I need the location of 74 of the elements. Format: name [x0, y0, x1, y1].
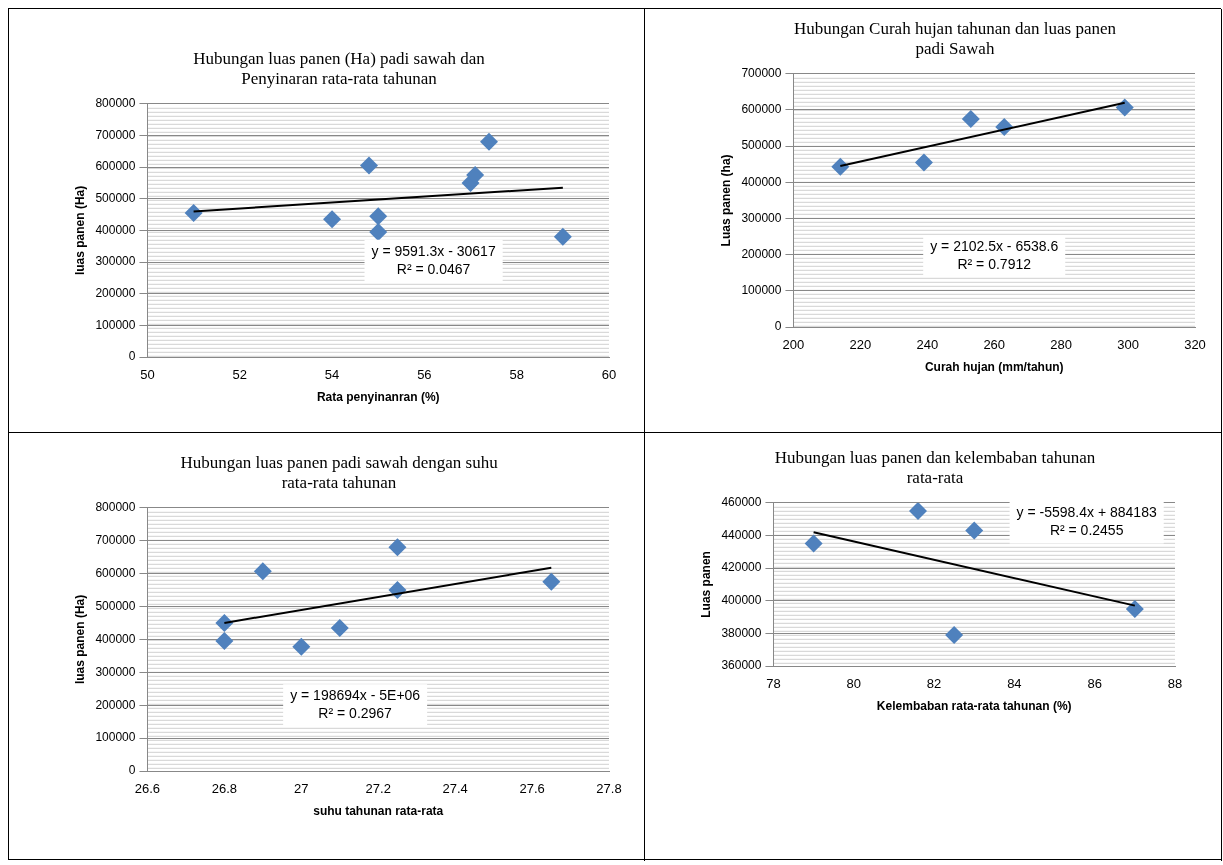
x-axis-title: Rata penyinanran (%): [316, 390, 440, 405]
y-tick-label: 800000: [95, 500, 136, 515]
annotation: y = -5598.4x + 884183 R² = 0.2455: [1016, 504, 1157, 539]
x-tick-label: 200: [782, 337, 805, 353]
y-tick-label: 200000: [741, 246, 782, 261]
y-tick-label: 600000: [95, 565, 136, 580]
y-tick-label: 400000: [95, 631, 136, 646]
x-tick-label: 88: [1167, 676, 1183, 692]
x-tick-label: 27.4: [442, 781, 468, 797]
x-tick-label: 54: [324, 367, 340, 383]
y-tick-label: 200000: [95, 697, 136, 712]
x-tick-label: 56: [417, 367, 432, 383]
chart-title: Hubungan luas panen padi sawah dengan suhu rata-rata tahunan: [180, 452, 499, 493]
annotation: y = 198694x - 5E+06 R² = 0.2967: [290, 687, 421, 722]
y-tick-label: 0: [774, 319, 782, 334]
y-tick-label: 300000: [95, 254, 136, 269]
x-tick-label: 78: [766, 676, 781, 692]
y-tick-label: 100000: [95, 317, 136, 332]
x-tick-label: 260: [983, 337, 1006, 353]
x-tick-label: 60: [601, 367, 617, 383]
chart-title: Hubungan luas panen (Ha) padi sawah dan Penyinaran rata-rata tahunan: [193, 48, 486, 89]
y-tick-label: 700000: [95, 533, 136, 548]
y-tick-label: 100000: [741, 283, 782, 298]
y-tick-label: 400000: [741, 174, 782, 189]
y-tick-label: 500000: [95, 191, 136, 206]
annotation: y = 2102.5x - 6538.6 R² = 0.7912: [930, 237, 1059, 272]
y-tick-label: 600000: [95, 159, 136, 174]
x-tick-label: 240: [916, 337, 939, 353]
x-tick-label: 86: [1087, 676, 1102, 692]
x-axis-title: Kelembaban rata-rata tahunan (%): [876, 699, 1072, 714]
x-tick-label: 320: [1184, 337, 1206, 353]
y-tick-label: 400000: [721, 593, 762, 608]
y-axis-title: Luas panen: [698, 551, 713, 618]
y-tick-label: 500000: [95, 598, 136, 613]
y-axis-title: Luas panen (ha): [718, 154, 733, 247]
y-tick-label: 300000: [95, 664, 136, 679]
x-tick-label: 58: [509, 367, 524, 383]
x-tick-label: 84: [1007, 676, 1022, 692]
x-tick-label: 52: [232, 367, 247, 383]
y-tick-label: 800000: [95, 96, 136, 111]
x-tick-label: 300: [1117, 337, 1139, 353]
x-tick-label: 82: [926, 676, 942, 692]
y-tick-label: 440000: [721, 527, 762, 542]
x-axis-title: suhu tahunan rata-rata: [313, 804, 444, 819]
x-tick-label: 280: [1050, 337, 1072, 353]
y-axis-title: luas panen (Ha): [72, 185, 87, 276]
x-tick-label: 27.6: [519, 781, 545, 797]
x-tick-label: 27.8: [596, 781, 622, 797]
x-tick-label: 80: [846, 676, 861, 692]
x-tick-label: 220: [849, 337, 872, 353]
x-axis-title: Curah hujan (mm/tahun): [924, 360, 1064, 375]
y-tick-label: 460000: [721, 495, 762, 510]
y-tick-label: 300000: [741, 210, 782, 225]
y-tick-label: 500000: [741, 138, 782, 153]
y-axis-title: luas panen (Ha): [72, 594, 87, 685]
y-tick-label: 600000: [741, 102, 782, 117]
x-tick-label: 26.8: [211, 781, 238, 797]
x-tick-label: 26.6: [134, 781, 161, 797]
y-tick-label: 360000: [721, 658, 762, 673]
chart-title: Hubungan luas panen dan kelembaban tahunan rata-rata: [774, 447, 1096, 488]
y-tick-label: 0: [128, 349, 136, 364]
y-tick-label: 400000: [95, 222, 136, 237]
x-tick-label: 27.2: [365, 781, 391, 797]
y-tick-label: 700000: [741, 66, 782, 81]
annotation: y = 9591.3x - 30617 R² = 0.0467: [371, 242, 496, 277]
chart-title: Hubungan Curah hujan tahunan dan luas panen padi Sawah: [794, 18, 1117, 59]
y-tick-label: 100000: [95, 730, 136, 745]
y-tick-label: 700000: [95, 127, 136, 142]
y-tick-label: 380000: [721, 625, 762, 640]
y-tick-label: 420000: [721, 560, 762, 575]
x-tick-label: 27: [294, 781, 309, 797]
x-tick-label: 50: [140, 367, 155, 383]
y-tick-label: 200000: [95, 286, 136, 301]
y-tick-label: 0: [128, 763, 136, 778]
